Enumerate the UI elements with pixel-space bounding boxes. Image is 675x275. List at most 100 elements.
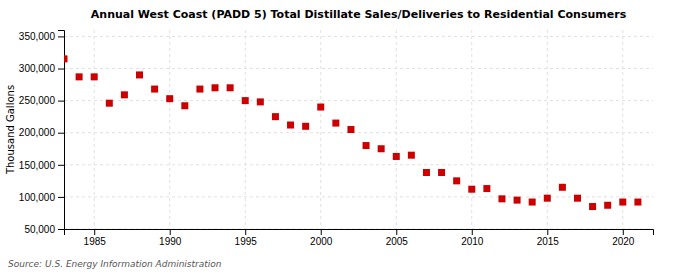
tick: 2015 [537,229,560,247]
tick-label: 150,000 [19,160,56,171]
tick-mark [472,229,473,235]
tick: 50,000 [24,224,64,235]
tick-mark [170,229,171,235]
grid-line [169,30,170,229]
grid-line [64,68,653,69]
point [287,122,294,129]
point [529,199,536,206]
y-axis-title: Thousand Gallons [5,85,16,175]
tick-label: 250,000 [19,95,56,106]
tick-mark [58,197,64,198]
point [498,195,505,202]
point [363,142,370,149]
point [332,120,339,127]
tick: 250,000 [19,95,64,106]
tick-mark [321,229,322,235]
point [589,203,596,210]
point [212,84,219,91]
point [106,100,113,107]
tick-mark [623,229,624,235]
point [468,186,475,193]
point [544,195,551,202]
grid-line [64,100,653,101]
tick-mark [58,101,64,102]
tick-mark [58,229,64,230]
point [136,71,143,78]
point [438,169,445,176]
point [604,202,611,209]
tick-mark [547,229,548,235]
grid-line [64,164,653,165]
tick-label: 2015 [537,236,560,247]
tick-label: 2000 [310,236,333,247]
y-axis: 50,000 100,000 150,000 200,000 250,000 300,00… [19,31,65,235]
grid-line [245,30,246,229]
title: Annual West Coast (PADD 5) Total Distill… [91,8,627,21]
tick: 300,000 [19,63,64,74]
tick-mark [58,133,64,134]
point [181,102,188,109]
point [619,199,626,206]
tick-mark [58,69,64,70]
tick-label: 2010 [461,236,484,247]
tick-mark [58,165,64,166]
tick: 350,000 [19,31,64,42]
tick-mark [58,36,64,37]
tick-label: 1990 [159,236,182,247]
point [121,91,128,98]
point [393,153,400,160]
point [574,195,581,202]
tick: 2005 [386,229,409,247]
tick-label: 300,000 [19,63,56,74]
grid-line [64,36,653,37]
tick-label: 50,000 [24,224,55,235]
tick: 100,000 [19,192,64,203]
axis-line [65,230,654,236]
point [634,199,641,206]
point [227,84,234,91]
grid-line [471,30,472,229]
tick: 2000 [310,229,333,247]
point [302,123,309,130]
tick: 1990 [159,229,182,247]
tick-mark [396,229,397,235]
tick: 200,000 [19,127,64,138]
grid-line [94,30,95,229]
point [453,177,460,184]
point [76,73,83,80]
point [317,104,324,111]
point [559,184,566,191]
tick-label: 1985 [84,236,107,247]
grid-line [64,196,653,197]
tick-mark [245,229,246,235]
tick-label: 200,000 [19,127,56,138]
tick-label: 2020 [612,236,635,247]
grid [64,30,653,229]
point [257,98,264,105]
grid-line [396,30,397,229]
tick-label: 1995 [235,236,258,247]
point [272,113,279,120]
point [483,185,490,192]
point [196,86,203,93]
tick: 1995 [235,229,258,247]
points [64,55,641,210]
grid-line [320,30,321,229]
x-axis: 1985 1990 1995 2000 2005 2010 2015 2020 [65,229,654,247]
point [378,145,385,152]
chart: 1985 1990 1995 2000 2005 2010 2015 2020 50,000 10… [0,0,675,275]
point [91,73,98,80]
point [242,97,249,104]
point [151,86,158,93]
tick-label: 100,000 [19,192,56,203]
point [347,126,354,133]
source-note: Source: U.S. Energy Information Administ… [8,259,222,269]
tick: 150,000 [19,160,64,171]
tick: 2010 [461,229,484,247]
tick: 1985 [84,229,107,247]
tick: 2020 [612,229,635,247]
axis-line [58,31,65,230]
grid-line [64,132,653,133]
tick-label: 350,000 [19,31,56,42]
point [408,152,415,159]
